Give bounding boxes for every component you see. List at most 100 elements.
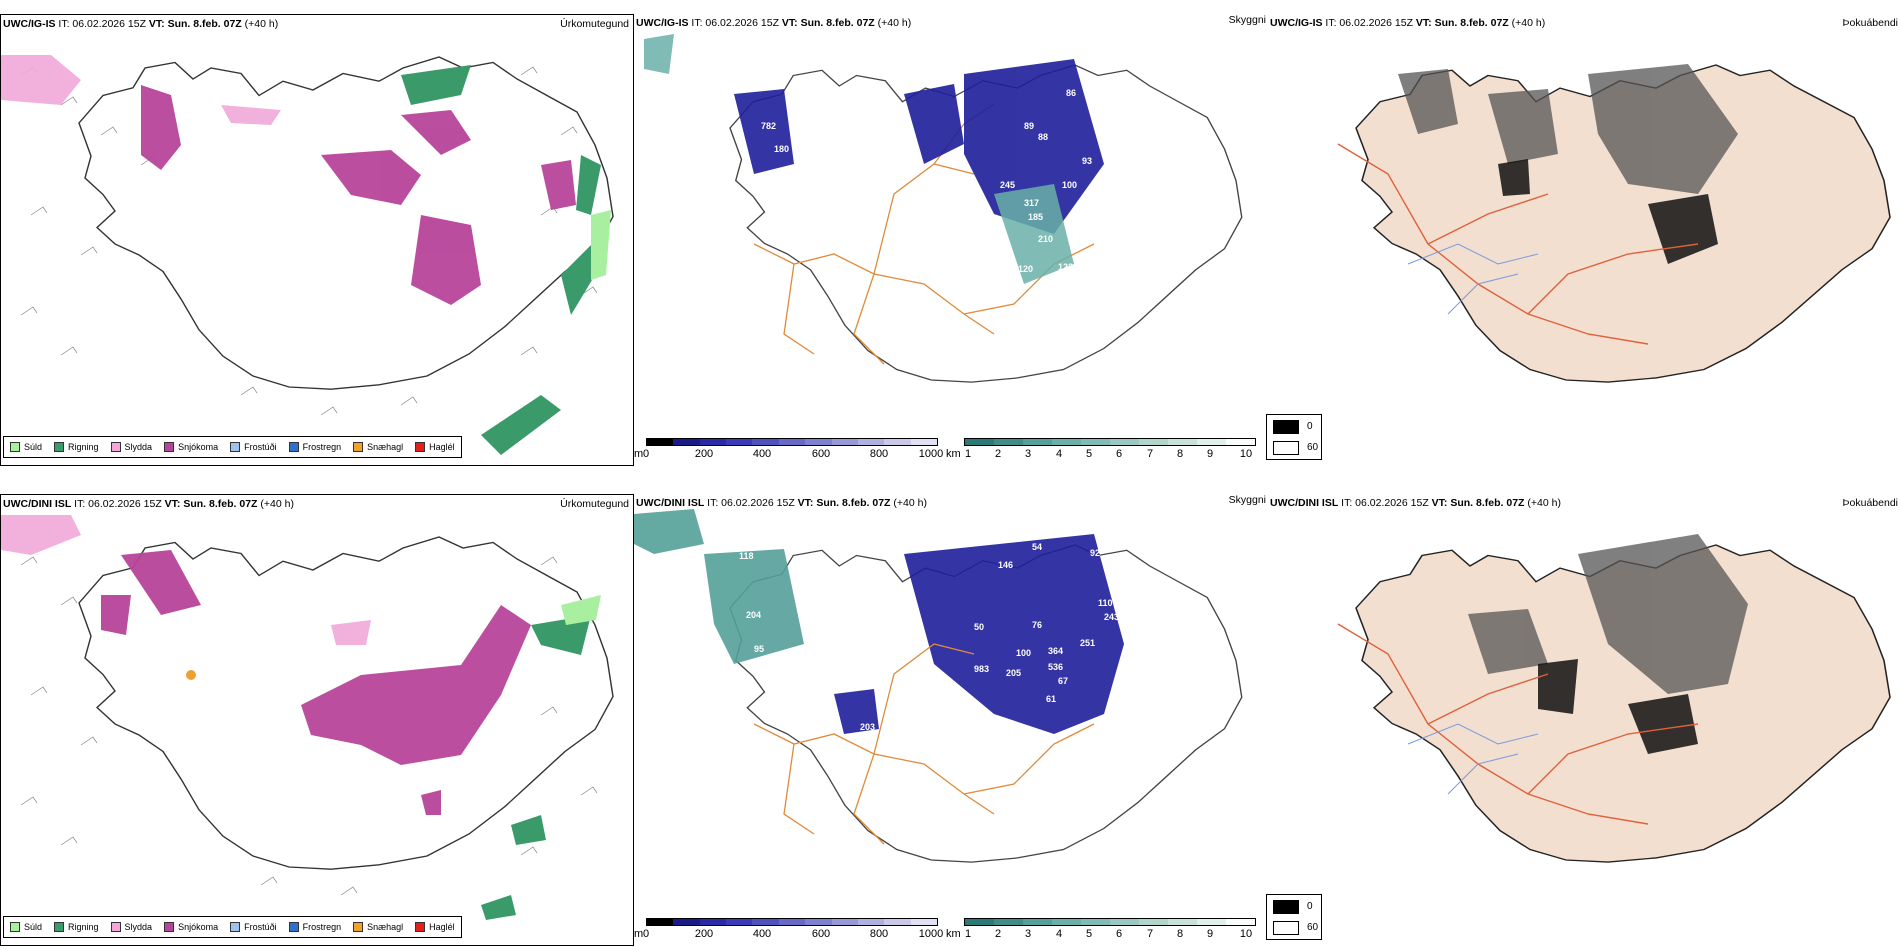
tick-label: 1000 [918,928,944,940]
title-model: UWC/DINI ISL [636,497,705,509]
height-unit: m [634,928,644,940]
legend-label: Haglél [429,442,455,452]
vis-number: 73 [810,714,820,724]
vis-number: 239 [904,736,919,746]
fog-index-label-2: Þokuábendi [1842,497,1898,509]
title-vt-label: VT: [797,497,814,509]
title-model: UWC/IG-IS [1270,17,1323,29]
swatch-rigning [54,442,65,452]
vis-number: 54 [1032,542,1042,552]
title-it: IT: 06.02.2026 15Z [707,497,795,509]
tick-label: 0 [642,928,650,940]
height-colorbar-2: m 0 200 400 600 800 1000 [634,918,944,946]
title-vt: Sun. 8.feb. 07Z [183,498,258,510]
legend-item: Frostregn [288,442,341,452]
swatch-rigning [54,922,65,932]
legend-item: Haglél [415,442,455,452]
tick-label: 5 [1085,448,1093,460]
vis-number: 180 [774,144,789,154]
height-colorbar-strip [646,438,938,446]
vis-number: 120 [1018,264,1033,274]
title-vt-label: VT: [164,498,181,510]
vis-number: 205 [1006,668,1021,678]
fog-title-1: UWC/IG-IS IT: 06.02.2026 15Z VT: Sun. 8.… [1270,17,1545,29]
vis-number: 93 [1082,156,1092,166]
title-it: IT: 06.02.2026 15Z [1341,497,1429,509]
title-lead: (+40 h) [260,498,294,510]
tick-label: 7 [1146,448,1154,460]
fog-legend-1: 0 60 [1266,414,1322,460]
vis-number: 176 [1096,262,1111,272]
title-lead: (+40 h) [1511,17,1546,29]
swatch-sudl [10,442,20,452]
tick-label: 200 [694,928,714,940]
height-colorbar-1: m 0 200 400 600 800 1000 [634,438,944,466]
fog-legend-top: 0 [1307,901,1313,912]
vis-number: 983 [974,664,989,674]
tick-label: 10 [1239,928,1253,940]
title-lead: (+40 h) [877,17,912,29]
swatch-snaehagl [353,922,364,932]
fog-index-panel-2: UWC/DINI ISL IT: 06.02.2026 15Z VT: Sun.… [1268,494,1900,946]
vis-number: 100 [1016,648,1031,658]
precip-title-2: UWC/DINI ISL IT: 06.02.2026 15Z VT: Sun.… [3,498,294,510]
precip-type-panel-1: UWC/IG-IS IT: 06.02.2026 15Z VT: Sun. 8.… [0,14,634,466]
legend-label: Rigning [68,922,99,932]
precip-type-label-2: Úrkomutegund [560,498,629,510]
swatch-snjokoma [164,922,175,932]
swatch-haglel [415,442,426,452]
title-vt-label: VT: [781,17,798,29]
tick-label: 1000 [918,448,944,460]
visibility-label-2: Skyggni [1228,494,1266,506]
legend-item: Snjókoma [164,442,218,452]
legend-item: Slydda [110,442,153,452]
tick-label: 6 [1115,448,1123,460]
vis-number: 100 [1062,180,1077,190]
legend-item: Snjókoma [164,922,218,932]
swatch-frostregn [288,922,299,932]
legend-label: Rigning [68,442,99,452]
swatch-frostudi [230,922,241,932]
legend-label: Haglél [429,922,455,932]
vis-number: 65 [1122,260,1132,270]
legend-item: Súld [10,922,42,932]
precip-legend-2: Súld Rigning Slydda Snjókoma Frostúði Fr… [3,916,462,938]
fog-swatch-white [1273,441,1299,455]
visibility-colorbar-strip [964,438,1256,446]
vis-number: 251 [1080,638,1095,648]
fog-swatch-black [1273,420,1299,434]
vis-number: 210 [1038,234,1053,244]
tick-label: 8 [1176,928,1184,940]
fog-legend-bottom: 60 [1307,442,1319,453]
visibility-colorbar-strip [964,918,1256,926]
legend-item: Snæhagl [353,922,403,932]
precip-title-1: UWC/IG-IS IT: 06.02.2026 15Z VT: Sun. 8.… [3,18,278,30]
tick-label: 1 [964,448,972,460]
visibility-label-1: Skyggni [1228,14,1266,26]
title-lead: (+40 h) [244,18,279,30]
tick-label: 10 [1239,448,1253,460]
tick-label: 600 [811,928,831,940]
legend-label: Frostúði [244,922,277,932]
vis-number: 122 [1058,262,1073,272]
vis-number: 490 [976,774,991,784]
legend-item: Rigning [54,922,99,932]
vis-number: 118 [739,551,754,561]
vis-title-2: UWC/DINI ISL IT: 06.02.2026 15Z VT: Sun.… [636,497,927,509]
vis-number: 782 [761,121,776,131]
tick-label: 0 [642,448,650,460]
tick-label: 9 [1206,448,1214,460]
fog-index-panel-1: UWC/IG-IS IT: 06.02.2026 15Z VT: Sun. 8.… [1268,14,1900,466]
vis-number: 61 [1046,694,1056,704]
tick-label: 2 [994,448,1002,460]
title-vt: Sun. 8.feb. 07Z [1434,17,1509,29]
precip-type-label-1: Úrkomutegund [560,18,629,30]
vis-number: 89 [1024,121,1034,131]
visibility-map-2: 118 204 95 73 203 166 239 131 199 490 92… [634,509,1243,863]
vis-number: 94 [1182,164,1192,174]
fog-legend-2: 0 60 [1266,894,1322,940]
vis-number: 86 [1066,88,1076,98]
legend-label: Slydda [124,442,153,452]
swatch-frostregn [288,442,299,452]
tick-label: 9 [1206,928,1214,940]
